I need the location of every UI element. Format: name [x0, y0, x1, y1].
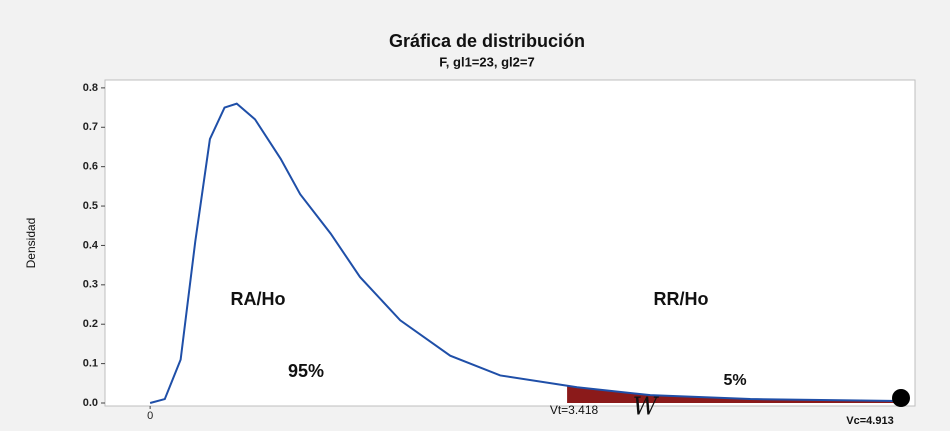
- y-tick-label: 0.0: [83, 397, 98, 409]
- annotation: 95%: [288, 361, 324, 381]
- y-tick-label: 0.4: [83, 239, 99, 251]
- annotation: Vt=3.418: [550, 403, 599, 417]
- shaded-region: [567, 385, 901, 403]
- chart-title: Gráfica de distribución: [389, 31, 585, 51]
- y-tick-label: 0.7: [83, 121, 98, 133]
- y-axis-label: Densidad: [24, 218, 38, 269]
- y-tick-label: 0.1: [83, 358, 98, 370]
- chart-subtitle: F, gl1=23, gl2=7: [439, 54, 534, 69]
- annotation: Vc=4.913: [846, 415, 893, 427]
- plot-area: [104, 79, 916, 407]
- annotation: RA/Ho: [231, 289, 286, 309]
- annotation: W: [633, 393, 660, 421]
- annotation: 5%: [723, 372, 746, 389]
- x-tick-label: 0: [147, 410, 153, 422]
- y-tick-label: 0.6: [83, 161, 98, 173]
- y-tick-label: 0.2: [83, 318, 98, 330]
- end-dot: [892, 389, 910, 407]
- y-tick-label: 0.8: [83, 82, 98, 94]
- density-curve: [149, 102, 901, 404]
- y-tick-label: 0.5: [83, 200, 98, 212]
- y-tick-label: 0.3: [83, 279, 98, 291]
- annotation: RR/Ho: [654, 289, 709, 309]
